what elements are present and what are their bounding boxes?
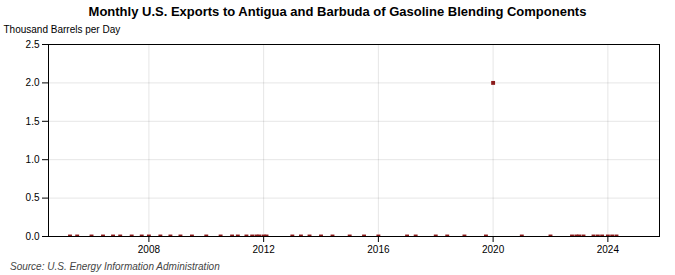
svg-text:Thousand Barrels per Day: Thousand Barrels per Day [4, 24, 121, 35]
html-text:Source: U.S. Energy Informatio: Source: U.S. Energy Information Administ… [10, 261, 220, 272]
svg-text:2008: 2008 [138, 244, 161, 255]
html-text:Monthly U.S. Exports to Antigu: Monthly U.S. Exports to Antigua and Barb… [88, 4, 587, 19]
svg-text:2.5: 2.5 [26, 39, 40, 50]
svg-text:0.0: 0.0 [26, 231, 40, 242]
svg-text:2020: 2020 [482, 244, 505, 255]
svg-text:0.5: 0.5 [26, 192, 40, 203]
svg-text:1.5: 1.5 [26, 116, 40, 127]
svg-text:1.0: 1.0 [26, 154, 40, 165]
svg-text:2024: 2024 [597, 244, 620, 255]
svg-text:2016: 2016 [367, 244, 390, 255]
svg-text:2.0: 2.0 [26, 77, 40, 88]
svg-text:2012: 2012 [253, 244, 276, 255]
